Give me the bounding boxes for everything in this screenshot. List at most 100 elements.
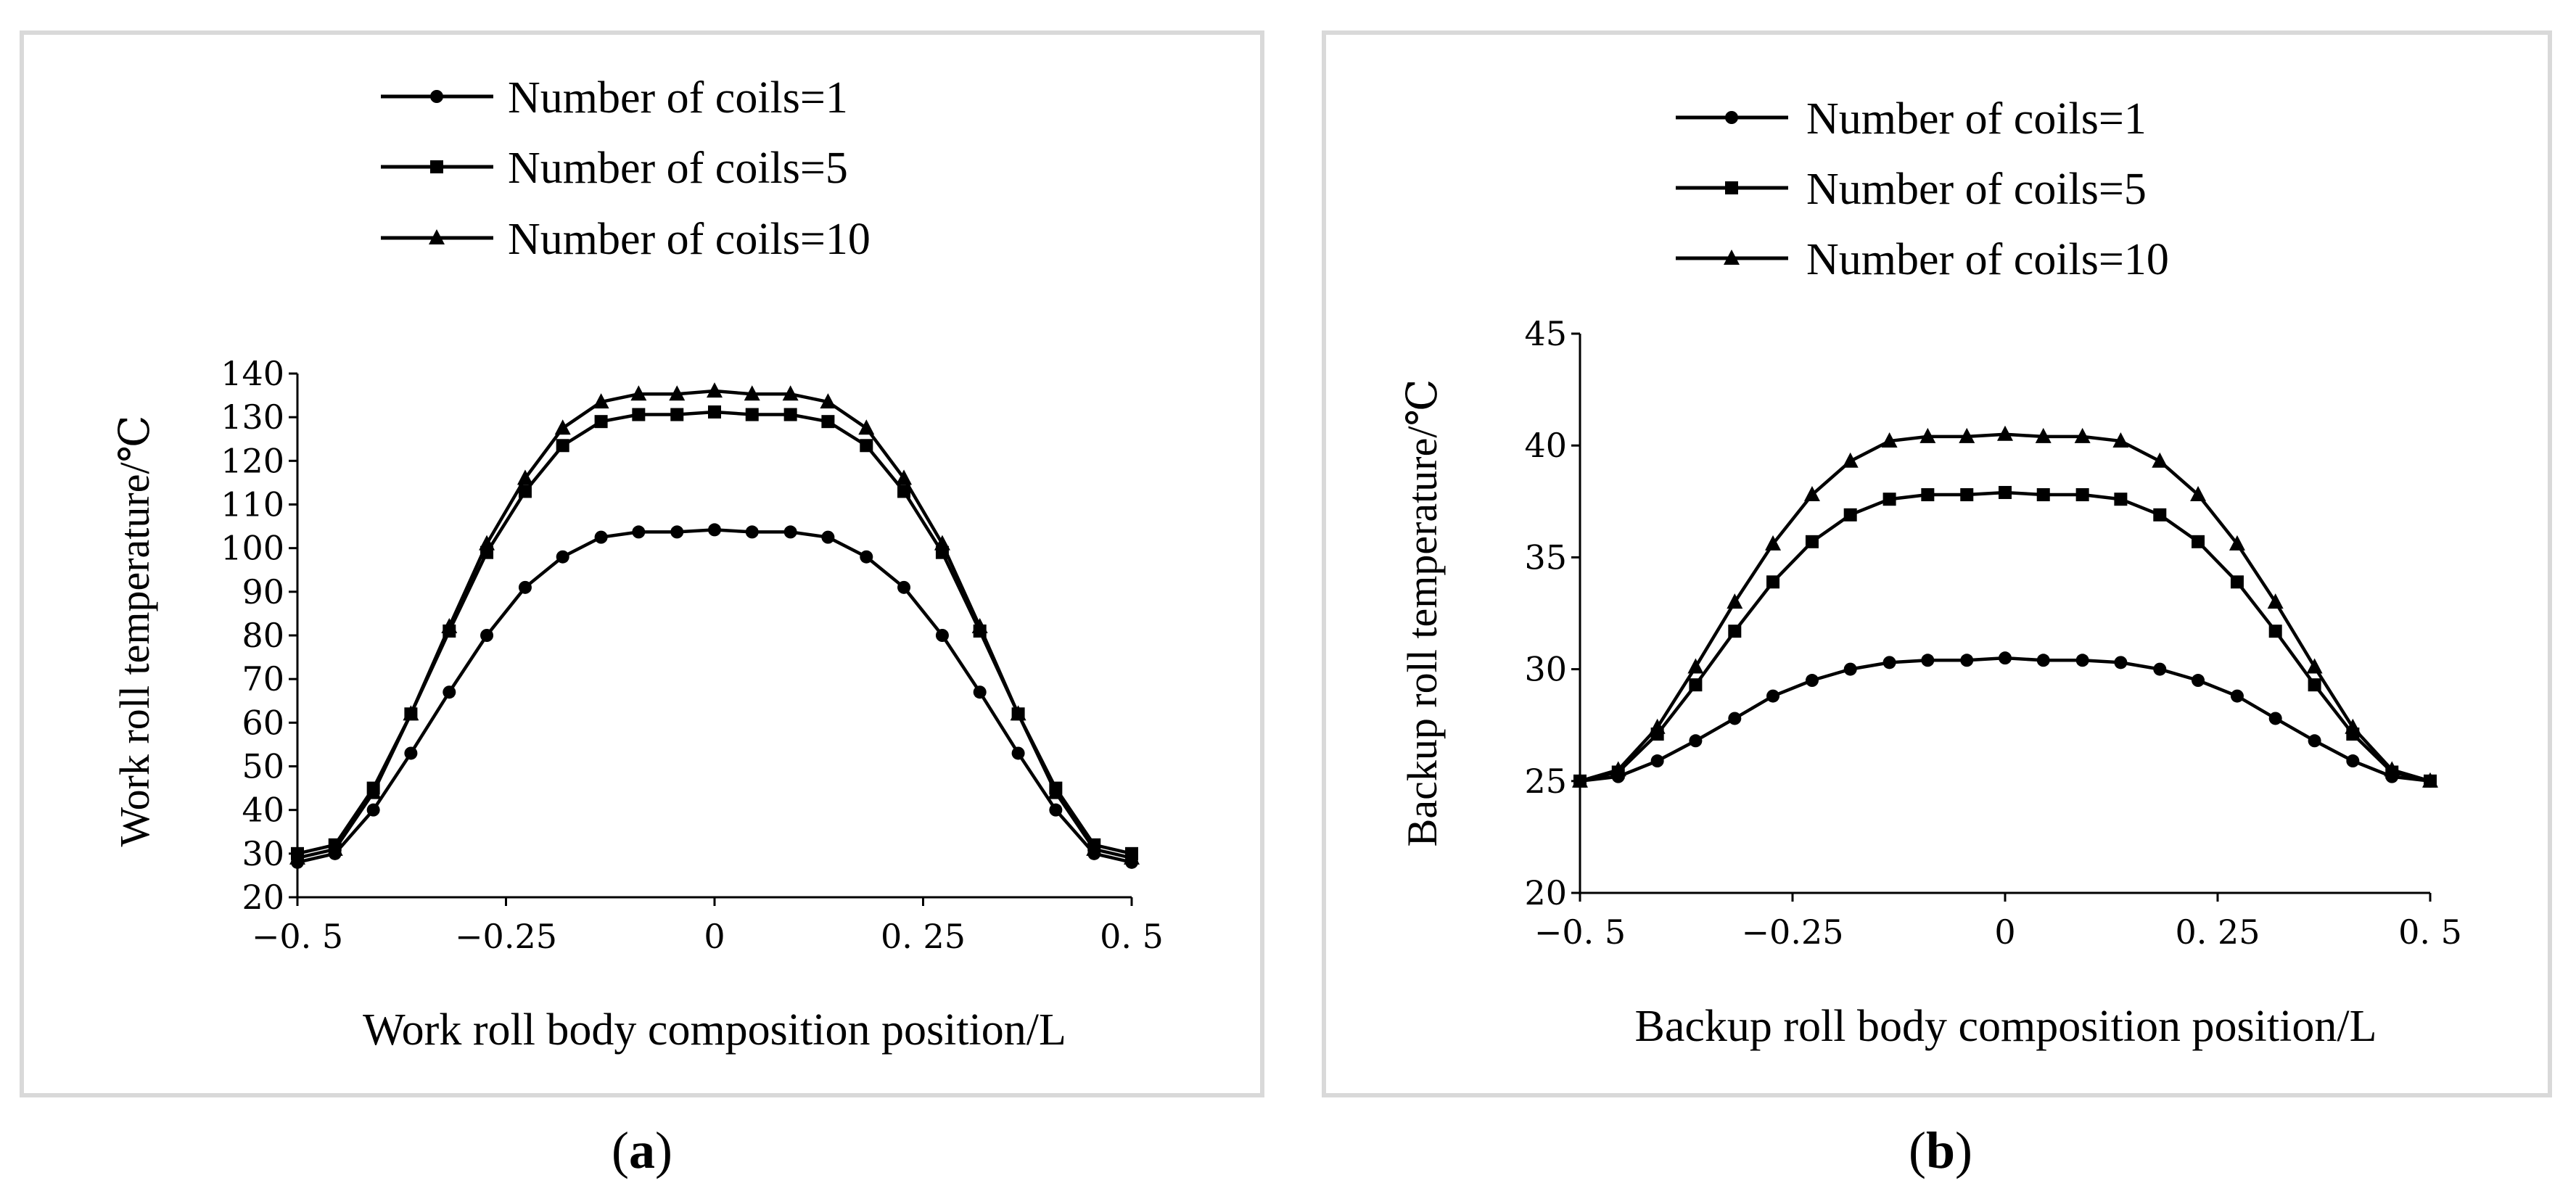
y-tick-label: 90 bbox=[242, 572, 284, 611]
y-tick-label: 70 bbox=[242, 659, 284, 699]
legend-label: Number of coils=5 bbox=[1806, 165, 2147, 214]
data-point-triangle bbox=[517, 469, 533, 485]
data-point-square bbox=[1960, 488, 1974, 502]
data-point-circle bbox=[2346, 754, 2360, 768]
data-point-triangle bbox=[2190, 486, 2207, 502]
data-point-circle bbox=[2230, 689, 2244, 703]
data-point-circle bbox=[821, 530, 835, 544]
data-point-triangle bbox=[1919, 427, 1936, 443]
data-point-square bbox=[821, 415, 835, 429]
data-point-triangle bbox=[1572, 772, 1588, 788]
caption-letter: a bbox=[629, 1121, 655, 1179]
data-point-triangle bbox=[1803, 486, 1820, 502]
data-point-square bbox=[1999, 485, 2012, 499]
data-point-circle bbox=[1999, 651, 2012, 665]
data-point-triangle bbox=[858, 419, 875, 435]
legend-entry: Number of coils=1 bbox=[381, 73, 848, 123]
legend-label: Number of coils=10 bbox=[1806, 235, 2169, 284]
legend-marker-square bbox=[1725, 181, 1738, 194]
data-point-circle bbox=[1049, 803, 1063, 817]
y-tick-label: 20 bbox=[1524, 873, 1567, 912]
data-point-square bbox=[1766, 575, 1780, 589]
data-point-circle bbox=[1960, 654, 1974, 667]
data-point-square bbox=[2153, 508, 2167, 522]
caption-b: (b) bbox=[1908, 1121, 1972, 1179]
data-point-triangle bbox=[744, 385, 760, 401]
data-point-circle bbox=[1921, 654, 1935, 667]
data-point-square bbox=[2114, 493, 2128, 506]
data-point-square bbox=[1921, 488, 1935, 502]
x-tick-label: −0.25 bbox=[1742, 912, 1844, 952]
data-point-triangle bbox=[1997, 425, 2013, 441]
data-point-triangle bbox=[1727, 593, 1743, 609]
y-tick-label: 100 bbox=[221, 529, 284, 568]
data-point-triangle bbox=[1124, 849, 1140, 865]
data-point-square bbox=[670, 408, 684, 421]
legend-label: Number of coils=1 bbox=[1806, 94, 2147, 144]
data-point-circle bbox=[1011, 746, 1025, 760]
data-point-circle bbox=[1843, 662, 1857, 676]
y-tick-label: 120 bbox=[221, 441, 284, 480]
data-point-triangle bbox=[1010, 705, 1026, 721]
x-tick-label: −0. 5 bbox=[1534, 912, 1626, 952]
y-axis-label: Work roll temperature/℃ bbox=[111, 416, 158, 847]
data-point-square bbox=[1882, 493, 1896, 506]
data-point-square bbox=[2230, 575, 2244, 589]
chart-panel-a: Number of coils=1 Number of coils=5 Numb… bbox=[20, 30, 1264, 1097]
data-point-circle bbox=[1650, 754, 1664, 768]
data-point-triangle bbox=[479, 535, 495, 551]
data-point-triangle bbox=[707, 382, 723, 398]
data-point-square bbox=[2268, 625, 2282, 638]
panel-frame bbox=[1322, 30, 2552, 1097]
y-tick-label: 80 bbox=[242, 616, 284, 655]
data-point-circle bbox=[860, 550, 873, 564]
plot-area: 20 30 40 50 60 70 80 90 100 110 120 130 140 −0. 5 −0.2… bbox=[221, 354, 1164, 956]
data-point-triangle bbox=[2229, 535, 2245, 551]
x-tick-label: −0.25 bbox=[455, 917, 557, 956]
data-point-circle bbox=[2075, 654, 2089, 667]
data-point-triangle bbox=[2384, 761, 2400, 777]
data-point-triangle bbox=[820, 393, 836, 409]
data-point-triangle bbox=[1959, 427, 1975, 443]
legend-marker-square bbox=[430, 160, 443, 173]
data-point-triangle bbox=[403, 705, 419, 721]
data-point-triangle bbox=[934, 535, 950, 551]
legend-entry: Number of coils=1 bbox=[1676, 94, 2147, 144]
x-tick-label: 0 bbox=[704, 917, 725, 956]
y-tick-label: 35 bbox=[1524, 537, 1567, 577]
legend-entry: Number of coils=5 bbox=[381, 144, 848, 193]
data-point-triangle bbox=[2112, 432, 2129, 448]
data-point-triangle bbox=[554, 419, 571, 435]
data-point-circle bbox=[935, 629, 949, 642]
x-axis-label: Backup roll body composition position/L bbox=[1635, 1002, 2377, 1051]
data-point-triangle bbox=[2074, 427, 2091, 443]
data-point-triangle bbox=[1086, 840, 1103, 856]
data-point-circle bbox=[366, 803, 380, 817]
data-point-square bbox=[1728, 625, 1742, 638]
data-point-triangle bbox=[1765, 535, 1782, 551]
data-point-square bbox=[1805, 535, 1819, 548]
y-tick-label: 40 bbox=[1524, 426, 1567, 465]
data-point-square bbox=[708, 405, 721, 419]
y-tick-label: 60 bbox=[242, 703, 284, 742]
data-point-square bbox=[518, 485, 532, 498]
data-point-square bbox=[632, 408, 646, 421]
data-point-square bbox=[2308, 678, 2321, 692]
x-tick-label: 0. 25 bbox=[881, 917, 966, 956]
data-point-triangle bbox=[1610, 761, 1626, 777]
data-point-circle bbox=[480, 629, 494, 642]
data-point-triangle bbox=[2152, 452, 2168, 468]
legend-entry: Number of coils=10 bbox=[1676, 235, 2169, 284]
x-axis-label: Work roll body composition position/L bbox=[363, 1005, 1066, 1055]
data-point-square bbox=[745, 408, 759, 421]
y-tick-label: 140 bbox=[221, 354, 284, 393]
y-tick-label: 40 bbox=[242, 791, 284, 830]
data-point-circle bbox=[594, 530, 608, 544]
legend-label: Number of coils=1 bbox=[508, 73, 848, 123]
data-point-triangle bbox=[2306, 658, 2323, 674]
x-tick-label: 0 bbox=[1994, 912, 2015, 952]
legend: Number of coils=1 Number of coils=5 Numb… bbox=[381, 73, 871, 264]
data-point-triangle bbox=[441, 617, 458, 633]
data-point-circle bbox=[632, 525, 646, 539]
data-point-triangle bbox=[593, 393, 609, 409]
